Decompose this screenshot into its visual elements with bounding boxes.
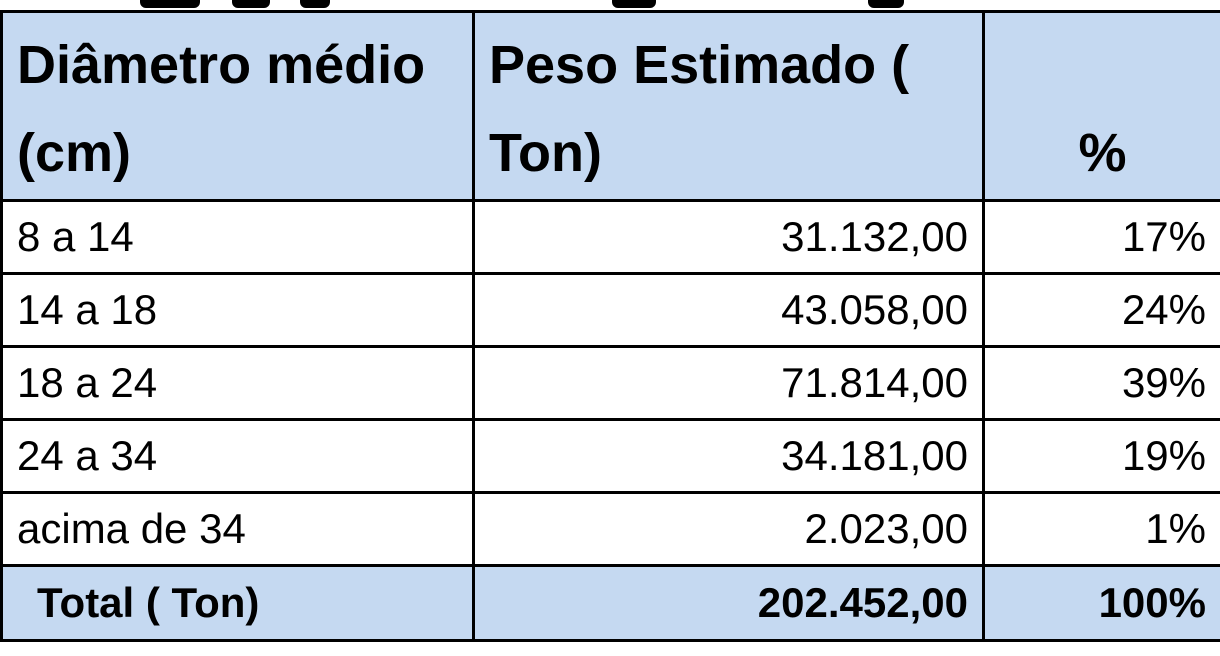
cell-weight: 34.181,00: [472, 418, 985, 494]
cell-weight: 2.023,00: [472, 491, 985, 567]
table-row: acima de 34 2.023,00 1%: [0, 491, 1220, 567]
cell-percent: 19%: [982, 418, 1220, 494]
total-label: Total ( Ton): [0, 564, 475, 642]
cell-diameter: acima de 34: [0, 491, 475, 567]
total-weight: 202.452,00: [472, 564, 985, 642]
table-row: 24 a 34 34.181,00 19%: [0, 418, 1220, 494]
table-row: 8 a 14 31.132,00 17%: [0, 199, 1220, 275]
cell-weight: 71.814,00: [472, 345, 985, 421]
cell-diameter: 24 a 34: [0, 418, 475, 494]
cell-diameter: 18 a 24: [0, 345, 475, 421]
header-weight: Peso Estimado ( Ton): [472, 10, 985, 202]
cell-percent: 24%: [982, 272, 1220, 348]
cell-weight: 43.058,00: [472, 272, 985, 348]
total-row: Total ( Ton) 202.452,00 100%: [0, 564, 1220, 642]
header-row: Diâmetro médio (cm) Peso Estimado ( Ton)…: [0, 10, 1220, 202]
cropped-title-remnant: [0, 0, 1220, 12]
cell-weight: 31.132,00: [472, 199, 985, 275]
table-row: 14 a 18 43.058,00 24%: [0, 272, 1220, 348]
table-row: 18 a 24 71.814,00 39%: [0, 345, 1220, 421]
total-percent: 100%: [982, 564, 1220, 642]
cell-percent: 17%: [982, 199, 1220, 275]
cell-diameter: 14 a 18: [0, 272, 475, 348]
cell-percent: 1%: [982, 491, 1220, 567]
header-percent: %: [982, 10, 1220, 202]
header-diameter: Diâmetro médio (cm): [0, 10, 475, 202]
cell-percent: 39%: [982, 345, 1220, 421]
cell-diameter: 8 a 14: [0, 199, 475, 275]
weight-by-diameter-table: Diâmetro médio (cm) Peso Estimado ( Ton)…: [0, 10, 1220, 642]
